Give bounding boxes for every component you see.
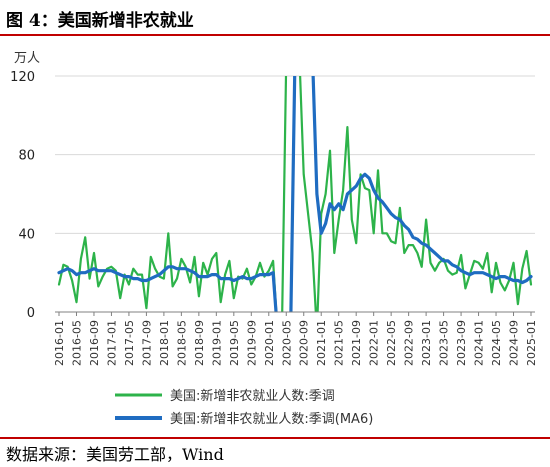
x-tick-label: 2024-05 [490, 320, 503, 366]
x-tick-label: 2017-05 [123, 320, 136, 366]
series-line-ma6 [57, 76, 533, 312]
x-tick-label: 2018-01 [158, 320, 171, 366]
x-tick-label: 2019-01 [210, 320, 223, 366]
legend-label-ma6: 美国:新增非农就业人数:季调(MA6) [170, 411, 373, 427]
nonfarm-payrolls-chart: 万人 0 40 80 120 2016-01 2016-05 2016-09 2017-01… [10, 51, 538, 427]
title-rule [0, 34, 550, 36]
source-note: 数据来源：美国劳工部，Wind [6, 445, 224, 464]
x-tick-label: 2021-01 [315, 320, 328, 366]
x-tick-label: 2016-09 [88, 320, 101, 366]
x-tick-label: 2023-05 [438, 320, 451, 366]
x-tick-label: 2021-05 [333, 320, 346, 366]
x-tick-label: 2019-09 [245, 320, 258, 366]
x-tick-label: 2016-05 [70, 320, 83, 366]
y-tick-label: 80 [18, 149, 35, 164]
x-tick-label: 2022-05 [385, 320, 398, 366]
y-tick-labels: 0 40 80 120 [10, 70, 35, 321]
x-tick-label: 2024-09 [508, 320, 521, 366]
x-tick-label: 2022-09 [403, 320, 416, 366]
x-tick-label: 2019-05 [228, 320, 241, 366]
x-tick-label: 2023-09 [455, 320, 468, 366]
x-tick-label: 2021-09 [350, 320, 363, 366]
y-tick-label: 40 [18, 227, 35, 242]
x-tick-label: 2018-05 [175, 320, 188, 366]
x-tick-label: 2023-01 [420, 320, 433, 366]
x-tick-label: 2020-01 [263, 320, 276, 366]
y-axis-unit: 万人 [14, 51, 40, 66]
x-tick-label: 2017-01 [105, 320, 118, 366]
x-tick-label: 2025-01 [525, 320, 538, 366]
y-tick-label: 120 [10, 70, 35, 85]
x-tick-label: 2022-01 [368, 320, 381, 366]
x-tick-label: 2020-09 [298, 320, 311, 366]
x-tick-label: 2024-01 [473, 320, 486, 366]
x-tick-label: 2020-05 [280, 320, 293, 366]
x-tick-labels: 2016-01 2016-05 2016-09 2017-01 2017-05 2017-… [53, 312, 538, 366]
legend-label-monthly: 美国:新增非农就业人数:季调 [170, 388, 335, 404]
x-tick-label: 2016-01 [53, 320, 66, 366]
legend: 美国:新增非农就业人数:季调 美国:新增非农就业人数:季调(MA6) [115, 388, 373, 427]
series-layer [57, 76, 533, 312]
source-rule [0, 437, 550, 439]
figure-title: 图 4：美国新增非农就业 [6, 11, 194, 31]
series-line-monthly [57, 76, 533, 312]
y-tick-label: 0 [27, 306, 35, 321]
x-tick-label: 2017-09 [140, 320, 153, 366]
x-tick-label: 2018-09 [193, 320, 206, 366]
